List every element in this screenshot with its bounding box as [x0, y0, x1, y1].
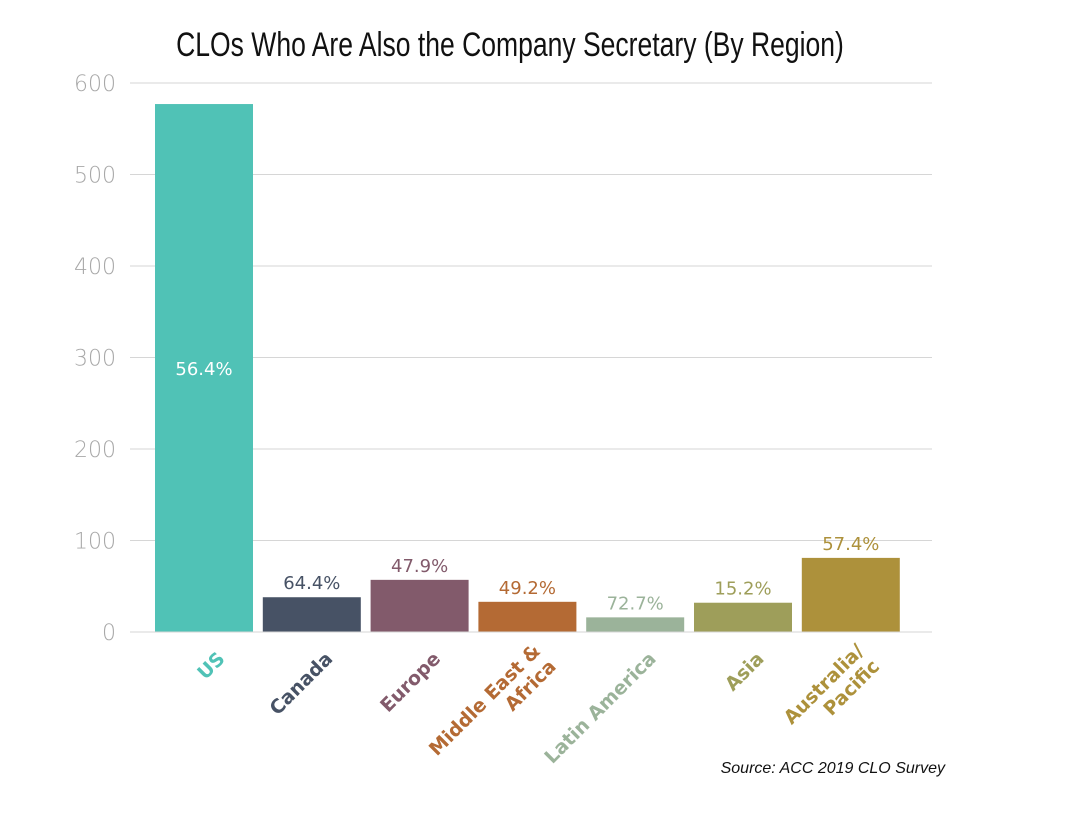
data-label: 64.4%	[283, 573, 340, 594]
x-tick-label: Europe	[376, 648, 445, 717]
x-tick-label: Canada	[265, 648, 337, 720]
source-note: Source: ACC 2019 CLO Survey	[720, 760, 945, 777]
x-tick-label: Asia	[721, 648, 769, 696]
y-tick-label: 300	[74, 347, 116, 372]
x-tick-label-line: Latin America	[540, 648, 660, 768]
x-tick-label-line: Asia	[721, 648, 769, 696]
y-tick-label: 200	[74, 438, 116, 463]
bar-europe	[370, 579, 469, 632]
x-tick-label: Australia/Pacific	[780, 640, 884, 729]
x-tick-label: Latin America	[540, 648, 660, 768]
data-label: 15.2%	[714, 579, 771, 600]
x-tick-label-line: US	[193, 648, 229, 684]
data-label: 49.2%	[499, 578, 556, 599]
data-label: 72.7%	[607, 593, 664, 614]
chart-title: CLOs Who Are Also the Company Secretary …	[176, 26, 844, 64]
y-tick-label: 600	[74, 72, 116, 97]
data-label: 57.4%	[822, 534, 879, 555]
bar-asia	[694, 602, 792, 632]
bar-canada	[262, 597, 361, 632]
y-tick-label: 400	[74, 255, 116, 280]
bar-us	[155, 104, 253, 633]
x-tick-label: Middle East &Africa	[425, 640, 561, 760]
x-tick-label-line: Canada	[265, 648, 337, 720]
data-label: 47.9%	[391, 556, 448, 577]
bar-middle-east-africa	[478, 601, 577, 632]
x-tick-label: US	[193, 648, 229, 684]
bar-latin-america	[586, 617, 685, 632]
y-tick-label: 500	[74, 164, 116, 189]
x-tick-label-line: Europe	[376, 648, 445, 717]
data-label: 56.4%	[175, 359, 232, 380]
bar-australia-pacific	[801, 557, 900, 632]
y-tick-label: 100	[74, 530, 116, 555]
y-tick-label: 0	[102, 621, 116, 646]
